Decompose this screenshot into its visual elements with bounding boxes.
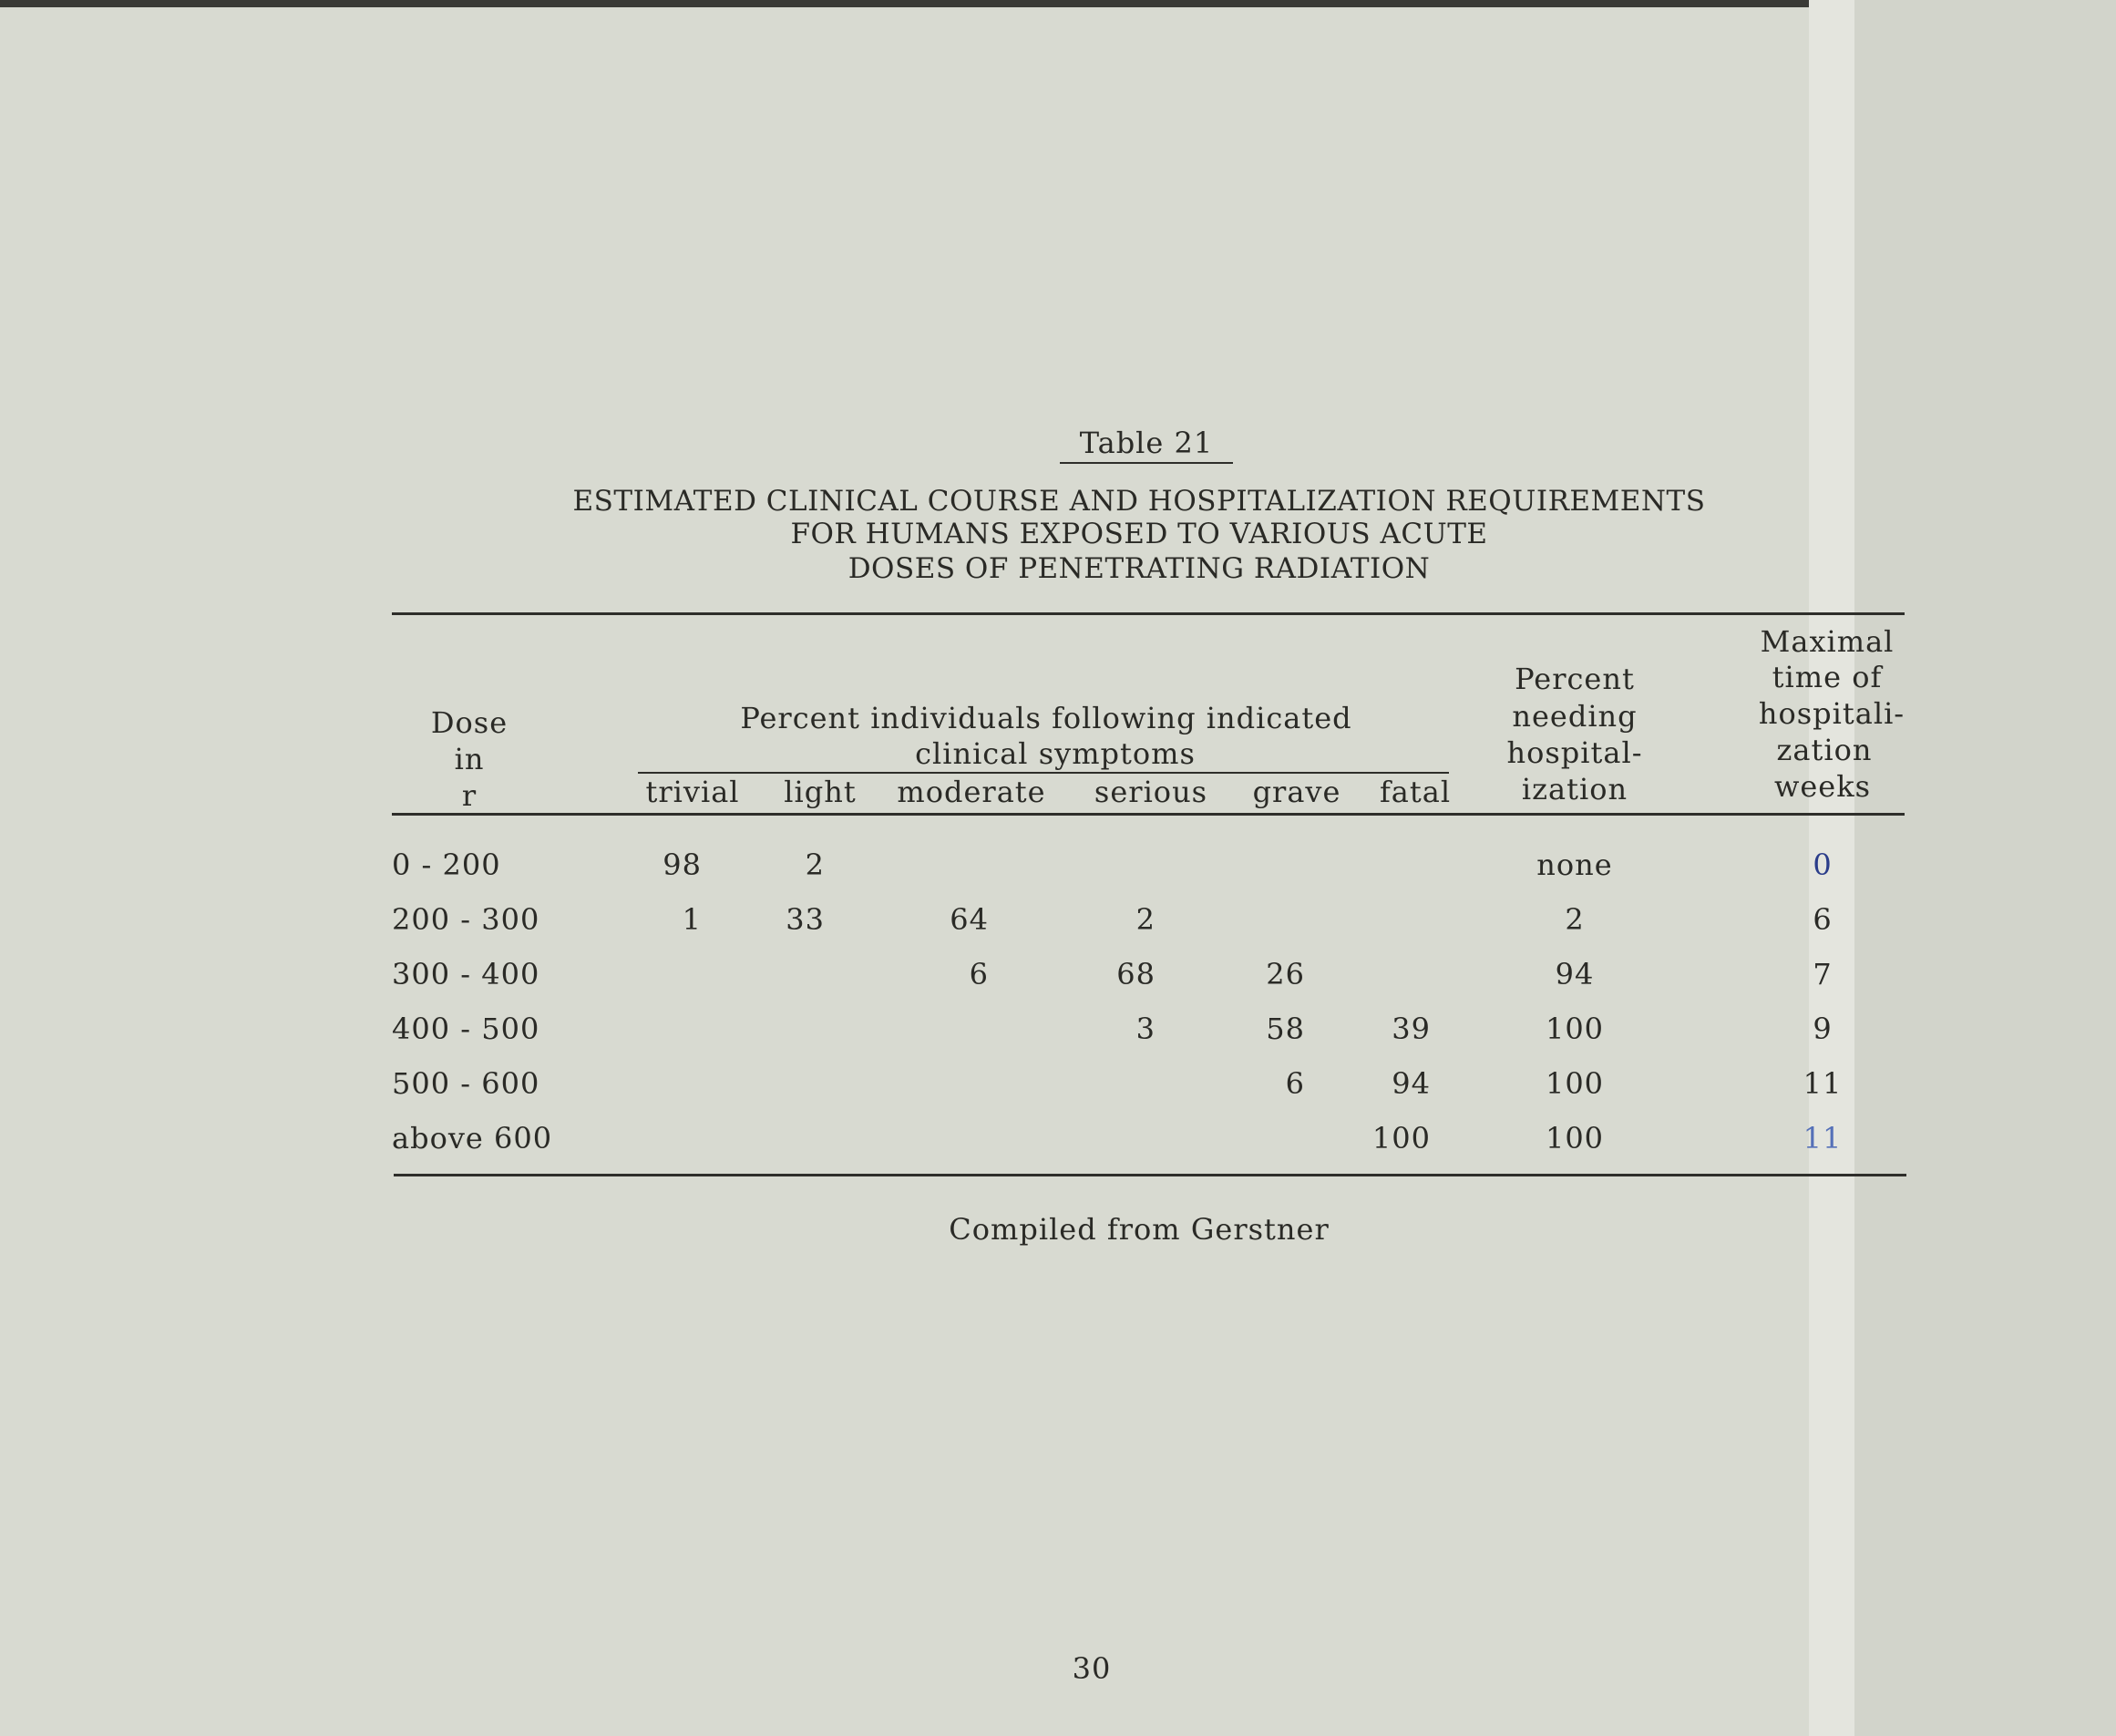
header-dose-in: in	[454, 742, 485, 776]
cell-dose: above 600	[392, 1121, 553, 1156]
cell-weeks: 9	[1813, 1012, 1833, 1046]
header-weeks-1: Maximal	[1760, 624, 1895, 659]
header-symptoms-group-2: clinical symptoms	[915, 736, 1196, 771]
cell-weeks: 0	[1813, 847, 1833, 882]
cell-dose: 200 - 300	[392, 902, 540, 937]
header-bottom-rule	[392, 813, 1905, 816]
header-fatal: fatal	[1379, 775, 1452, 809]
header-symptoms-group: Percent individuals following indicated	[740, 701, 1352, 735]
header-light: light	[784, 775, 857, 809]
header-grave: grave	[1252, 775, 1341, 809]
table-top-rule	[392, 612, 1905, 615]
cell-needing: none	[1536, 847, 1613, 882]
cell-light: 2	[805, 847, 825, 882]
cell-moderate: 64	[950, 902, 989, 937]
header-needing-3: hospital-	[1506, 735, 1643, 770]
table-bottom-rule	[394, 1174, 1906, 1176]
cell-trivial: 1	[682, 902, 702, 937]
cell-weeks: 6	[1813, 902, 1833, 937]
group-underline	[638, 772, 1449, 774]
header-moderate: moderate	[897, 775, 1046, 809]
cell-needing: 2	[1565, 902, 1585, 937]
cell-needing: 100	[1545, 1121, 1605, 1156]
table-number: Table 21	[1079, 426, 1214, 460]
page-edge-strip	[1809, 0, 1854, 1736]
cell-grave: 26	[1266, 957, 1305, 991]
cell-moderate: 6	[969, 957, 989, 991]
table-title-line-2: FOR HUMANS EXPOSED TO VARIOUS ACUTE	[790, 518, 1488, 550]
header-weeks-2: time of	[1772, 660, 1883, 694]
header-weeks-3: hospitali-	[1758, 696, 1905, 731]
next-page-edge	[1854, 0, 2116, 1736]
scan-top-border	[0, 0, 2116, 7]
cell-fatal: 94	[1392, 1066, 1431, 1101]
cell-weeks: 7	[1813, 957, 1833, 991]
cell-fatal: 39	[1392, 1012, 1431, 1046]
cell-needing: 100	[1545, 1066, 1605, 1101]
table-source: Compiled from Gerstner	[949, 1212, 1330, 1247]
table-title-line-1: ESTIMATED CLINICAL COURSE AND HOSPITALIZ…	[572, 485, 1706, 518]
header-needing-4: ization	[1521, 772, 1628, 806]
header-dose-unit: r	[461, 778, 478, 813]
header-trivial: trivial	[645, 775, 740, 809]
cell-dose: 300 - 400	[392, 957, 540, 991]
table-title-line-3: DOSES OF PENETRATING RADIATION	[847, 552, 1431, 585]
header-dose: Dose	[430, 705, 508, 740]
header-needing-2: needing	[1512, 699, 1638, 734]
header-weeks-4: zation	[1776, 733, 1873, 767]
header-needing-1: Percent	[1515, 662, 1635, 696]
cell-needing: 100	[1545, 1012, 1605, 1046]
cell-serious: 2	[1135, 902, 1156, 937]
cell-serious: 3	[1135, 1012, 1156, 1046]
cell-dose: 500 - 600	[392, 1066, 540, 1101]
header-weeks-5: weeks	[1773, 769, 1872, 804]
cell-needing: 94	[1555, 957, 1595, 991]
cell-weeks: 11	[1803, 1066, 1843, 1101]
header-serious: serious	[1094, 775, 1208, 809]
cell-serious: 68	[1116, 957, 1156, 991]
cell-weeks: 11	[1803, 1121, 1843, 1156]
cell-grave: 6	[1285, 1066, 1305, 1101]
cell-dose: 0 - 200	[392, 847, 501, 882]
cell-fatal: 100	[1371, 1121, 1431, 1156]
table-number-underline	[1060, 462, 1233, 464]
cell-grave: 58	[1266, 1012, 1305, 1046]
cell-light: 33	[786, 902, 825, 937]
page-number: 30	[1072, 1651, 1112, 1686]
cell-dose: 400 - 500	[392, 1012, 540, 1046]
cell-trivial: 98	[663, 847, 702, 882]
